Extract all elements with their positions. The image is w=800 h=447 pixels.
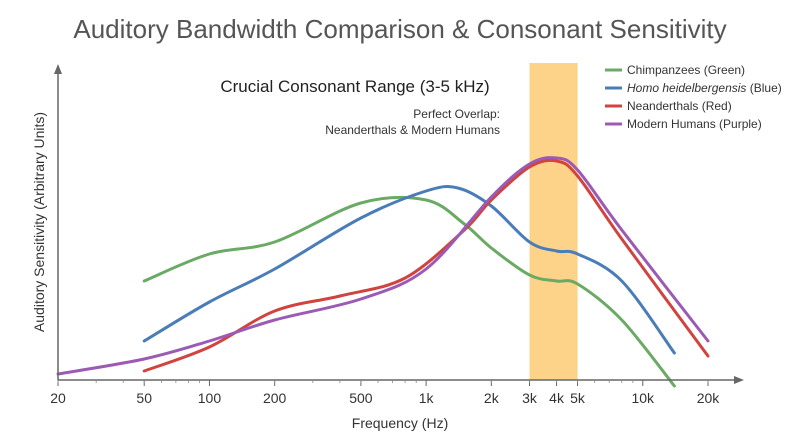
series-line-0: [142, 196, 676, 388]
legend-entry: Modern Humans (Purple): [627, 117, 762, 131]
legend-entry-color: (Blue): [746, 81, 781, 95]
x-tick-label: 1k: [419, 390, 435, 406]
series-line-1: [142, 185, 676, 355]
x-tick-label: 10k: [631, 390, 655, 406]
legend-entry: Chimpanzees (Green): [627, 63, 745, 77]
x-tick-label: 100: [198, 390, 222, 406]
x-axis-arrow-icon: [734, 376, 744, 384]
x-tick-label: 500: [349, 390, 373, 406]
x-tick-label: 20k: [697, 390, 721, 406]
series-layer: [56, 156, 710, 388]
x-tick-label: 4k: [549, 390, 565, 406]
overlap-annotation-line2: Neanderthals & Modern Humans: [325, 123, 500, 137]
x-tick-label: 5k: [570, 390, 586, 406]
y-axis-label: Auditory Sensitivity (Arbitrary Units): [31, 112, 47, 332]
x-tick-label: 200: [263, 390, 287, 406]
series-line-3: [56, 156, 710, 376]
x-tick-label: 3k: [522, 390, 538, 406]
band-label: Crucial Consonant Range (3-5 kHz): [220, 77, 489, 96]
x-axis-label: Frequency (Hz): [352, 415, 448, 431]
x-tick-label: 50: [136, 390, 152, 406]
x-tick-label: 20: [50, 390, 66, 406]
x-tick-layer: 20 50 100 200 500 1k 2k 3k 4k 5k 10k 20k: [50, 380, 720, 406]
consonant-range-band: [529, 63, 578, 380]
legend-entry-species: Homo heidelbergensis: [627, 81, 746, 95]
chart-title: Auditory Bandwidth Comparison & Consonan…: [73, 14, 726, 44]
legend-entry: Homo heidelbergensis (Blue): [627, 81, 782, 95]
x-tick-label: 2k: [484, 390, 500, 406]
legend: Chimpanzees (Green) Homo heidelbergensis …: [605, 63, 782, 131]
y-axis-arrow-icon: [54, 64, 62, 74]
legend-entry: Neanderthals (Red): [627, 99, 732, 113]
series-line-2: [142, 158, 710, 373]
overlap-annotation-line1: Perfect Overlap:: [413, 107, 500, 121]
